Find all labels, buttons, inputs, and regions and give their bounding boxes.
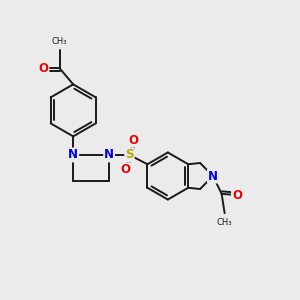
Text: N: N xyxy=(68,148,78,161)
Text: CH₃: CH₃ xyxy=(52,37,67,46)
Text: N: N xyxy=(104,148,114,161)
Text: O: O xyxy=(128,134,138,147)
Text: O: O xyxy=(38,62,49,75)
Text: N: N xyxy=(208,169,218,182)
Text: O: O xyxy=(232,189,242,202)
Text: O: O xyxy=(121,163,131,176)
Text: S: S xyxy=(125,148,134,161)
Text: CH₃: CH₃ xyxy=(217,218,233,226)
